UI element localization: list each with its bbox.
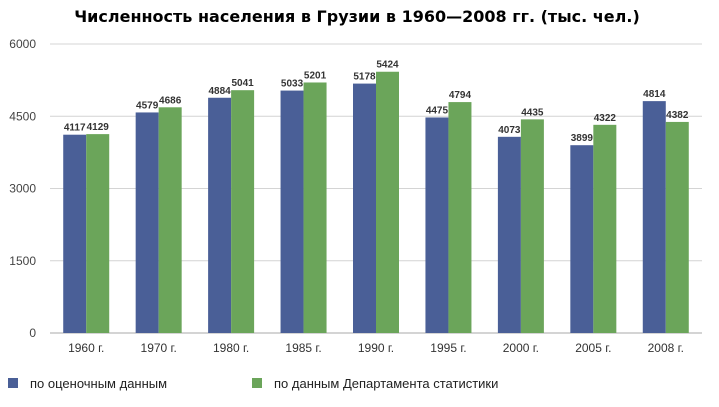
- legend: по оценочным данным по данным Департамент…: [8, 376, 498, 391]
- x-tick-label: 2000 г.: [503, 341, 539, 355]
- bar-series-2: [303, 82, 327, 333]
- data-label: 4686: [159, 95, 182, 106]
- data-label: 4579: [136, 100, 159, 111]
- bar-series-1: [642, 101, 666, 333]
- bar-series-1: [497, 136, 521, 333]
- bar-series-2: [86, 134, 110, 333]
- x-tick-label: 2008 г.: [648, 341, 684, 355]
- bar-series-1: [353, 83, 376, 333]
- data-label: 4129: [87, 122, 110, 133]
- x-tick-label: 1970 г.: [141, 341, 177, 355]
- data-label: 4073: [498, 125, 521, 136]
- bar-series-1: [135, 112, 159, 334]
- bar-series-2: [593, 124, 617, 333]
- x-axis-ticks: 1960 г. 1970 г. 1980 г. 1985 г. 1990 г. 1995 …: [68, 341, 684, 355]
- data-label: 4382: [666, 110, 689, 121]
- legend-swatch: [8, 378, 18, 388]
- y-axis-ticks: 0 1500 3000 4500 6000: [9, 37, 36, 340]
- chart-title: Численность населения в Грузии в 1960—20…: [74, 7, 640, 26]
- y-tick-label: 4500: [9, 109, 36, 123]
- data-label: 4794: [449, 90, 472, 101]
- y-tick-label: 1500: [9, 254, 36, 268]
- x-tick-label: 1995 г.: [430, 341, 466, 355]
- y-tick-label: 3000: [9, 182, 36, 196]
- data-label: 4435: [521, 107, 544, 118]
- bar-series-2: [376, 71, 399, 333]
- bar-series-2: [520, 119, 544, 334]
- x-tick-label: 1980 г.: [213, 341, 249, 355]
- bar-series-2: [231, 90, 255, 333]
- y-tick-label: 6000: [9, 37, 36, 51]
- bar-series-2: [448, 102, 472, 334]
- data-label: 5033: [281, 79, 304, 90]
- data-label: 4475: [426, 105, 449, 116]
- data-label: 5201: [304, 70, 327, 81]
- bar-series-2: [158, 107, 182, 333]
- x-tick-label: 1985 г.: [285, 341, 321, 355]
- bar-series-2: [665, 121, 689, 333]
- data-label: 4814: [643, 89, 666, 100]
- x-tick-label: 2005 г.: [575, 341, 611, 355]
- data-label: 5178: [353, 72, 376, 83]
- data-label: 4117: [64, 123, 86, 134]
- x-tick-label: 1960 г.: [68, 341, 104, 355]
- legend-swatch: [252, 378, 262, 388]
- data-label: 3899: [571, 133, 594, 144]
- data-label: 5041: [231, 78, 254, 89]
- legend-label: по данным Департамента статистики: [274, 376, 498, 391]
- bars: [63, 71, 689, 334]
- bar-series-1: [425, 117, 449, 334]
- bar-series-1: [280, 90, 304, 333]
- bar-series-1: [208, 97, 232, 333]
- data-label: 4884: [208, 86, 231, 97]
- y-tick-label: 0: [29, 326, 36, 340]
- legend-label: по оценочным данным: [30, 376, 167, 391]
- data-label: 5424: [376, 60, 399, 71]
- bar-series-1: [570, 145, 594, 333]
- data-label: 4322: [594, 113, 617, 124]
- bar-series-1: [63, 134, 87, 333]
- x-tick-label: 1990 г.: [358, 341, 394, 355]
